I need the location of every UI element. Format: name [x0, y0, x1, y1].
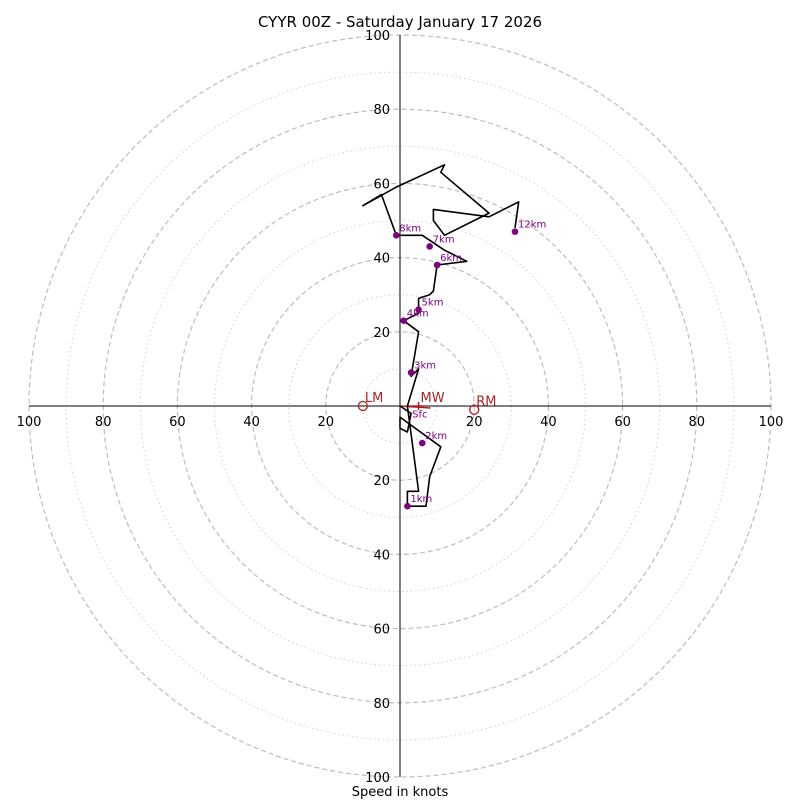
- tick-bottom-40: 40: [373, 548, 390, 563]
- tick-bottom-60: 60: [373, 623, 390, 638]
- height-marker-3km: [407, 369, 415, 376]
- tick-right-40: 40: [540, 415, 557, 430]
- height-label-3km: 3km: [414, 361, 436, 372]
- height-label-8km: 8km: [399, 223, 421, 234]
- x-axis-label: Speed in knots: [352, 785, 449, 800]
- height-marker-1km: [404, 502, 411, 510]
- storm-motion-markers: LM RM MW: [357, 391, 496, 415]
- motion-label-rm: RM: [476, 395, 496, 410]
- height-marker-4km: [400, 317, 408, 324]
- tick-top-20: 20: [373, 326, 390, 341]
- motion-label-mw: MW: [421, 391, 445, 406]
- height-label-4km: 4km: [407, 309, 429, 320]
- wind-trace: [362, 164, 520, 508]
- tick-right-60: 60: [614, 415, 631, 430]
- tick-right-100: 100: [759, 415, 784, 430]
- height-label-12km: 12km: [518, 220, 546, 231]
- height-label-sfc: Sfc: [412, 409, 427, 420]
- tick-left-100: 100: [17, 415, 42, 430]
- tick-top-80: 80: [373, 103, 390, 118]
- tick-top-40: 40: [373, 252, 390, 267]
- tick-labels: 20 20 20 20 40 40 40 40 60 60 60 60 80 80 80 80 100 100 10…: [17, 29, 784, 786]
- height-marker-8km: [392, 232, 400, 239]
- tick-bottom-100: 100: [365, 771, 390, 786]
- tick-top-60: 60: [373, 177, 390, 192]
- tick-right-80: 80: [689, 415, 706, 430]
- mean-wind-line: [399, 405, 431, 409]
- height-marker-2km: [418, 439, 426, 447]
- tick-left-20: 20: [318, 415, 335, 430]
- height-marker-12km: [511, 228, 519, 235]
- motion-label-lm: LM: [365, 391, 383, 406]
- height-marker-6km: [433, 261, 441, 269]
- height-marker-5km: [415, 306, 422, 313]
- tick-left-40: 40: [243, 415, 260, 430]
- height-label-6km: 6km: [440, 253, 462, 264]
- height-label-7km: 7km: [433, 234, 455, 245]
- tick-right-20: 20: [466, 415, 483, 430]
- tick-bottom-20: 20: [373, 474, 390, 489]
- chart-title: CYYR 00Z - Saturday January 17 2026: [258, 13, 542, 31]
- motion-marker-rm: [469, 404, 480, 415]
- height-label-1km: 1km: [410, 494, 432, 505]
- height-label-5km: 5km: [422, 298, 444, 309]
- height-marker-7km: [426, 243, 433, 250]
- tick-top-100: 100: [365, 29, 390, 44]
- tick-left-60: 60: [169, 415, 186, 430]
- motion-marker-lm: [357, 400, 369, 412]
- tick-bottom-80: 80: [373, 697, 390, 712]
- tick-left-80: 80: [95, 415, 112, 430]
- wind-trace-line: [362, 164, 520, 508]
- height-label-2km: 2km: [425, 431, 447, 442]
